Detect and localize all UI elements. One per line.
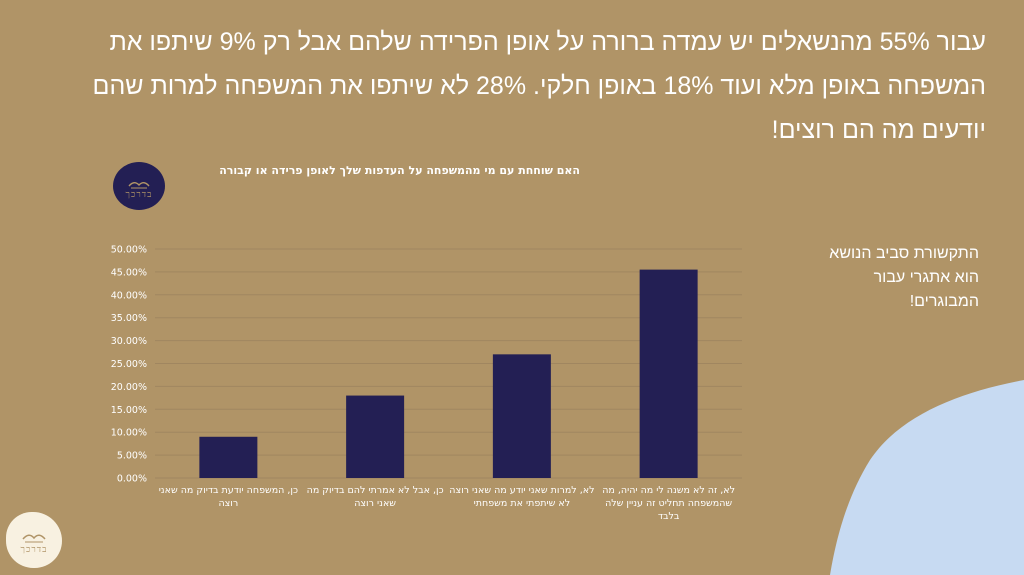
y-tick-label: 0.00%	[117, 474, 147, 485]
x-tick-label: שאני רוצה	[354, 498, 396, 509]
y-tick-label: 15.00%	[111, 405, 147, 416]
y-tick-label: 30.00%	[111, 336, 147, 347]
x-tick-label: שהמשפחה תחליט זה עניין שלה	[605, 498, 732, 509]
book-icon	[22, 534, 46, 543]
x-tick-label: לא, למרות שאני יודע מה שאני רוצה	[449, 485, 594, 496]
logo-text: בדרכך	[20, 545, 48, 555]
side-note: התקשורת סביב הנושא הוא אתגרי עבור המבוגר…	[829, 245, 979, 310]
chart-title: האם שוחחת עם מי מהמשפחה על העדפות שלך לא…	[219, 164, 580, 177]
x-tick-label: לא שיתפתי את משפחתי	[474, 498, 571, 509]
bar	[639, 269, 698, 478]
bar	[492, 354, 551, 478]
y-tick-label: 5.00%	[117, 451, 147, 462]
x-tick-label: בלבד	[658, 511, 680, 522]
y-tick-label: 35.00%	[111, 313, 147, 324]
y-tick-label: 10.00%	[111, 428, 147, 439]
logo-dark: בדרכך	[113, 162, 165, 210]
bar	[199, 436, 258, 478]
x-tick-label: כן, אבל לא אמרתי להם בדיוק מה	[307, 485, 444, 496]
y-tick-label: 50.00%	[111, 245, 147, 256]
x-tick-label: רוצה	[218, 498, 238, 509]
bar	[346, 395, 405, 478]
logo-text: בדרכך	[125, 190, 153, 200]
y-tick-label: 25.00%	[111, 359, 147, 370]
y-tick-label: 20.00%	[111, 382, 147, 393]
y-tick-label: 40.00%	[111, 290, 147, 301]
logo-light: בדרכך	[6, 512, 62, 568]
headline: עבור 55% מהנשאלים יש עמדה ברורה על אופן …	[92, 28, 987, 144]
x-tick-label: לא, זה לא משנה לי מה יהיה, מה	[602, 485, 735, 496]
book-icon	[128, 182, 150, 189]
x-tick-label: כן, המשפחה יודעת בדיוק מה שאני	[159, 485, 298, 496]
y-tick-label: 45.00%	[111, 267, 147, 278]
